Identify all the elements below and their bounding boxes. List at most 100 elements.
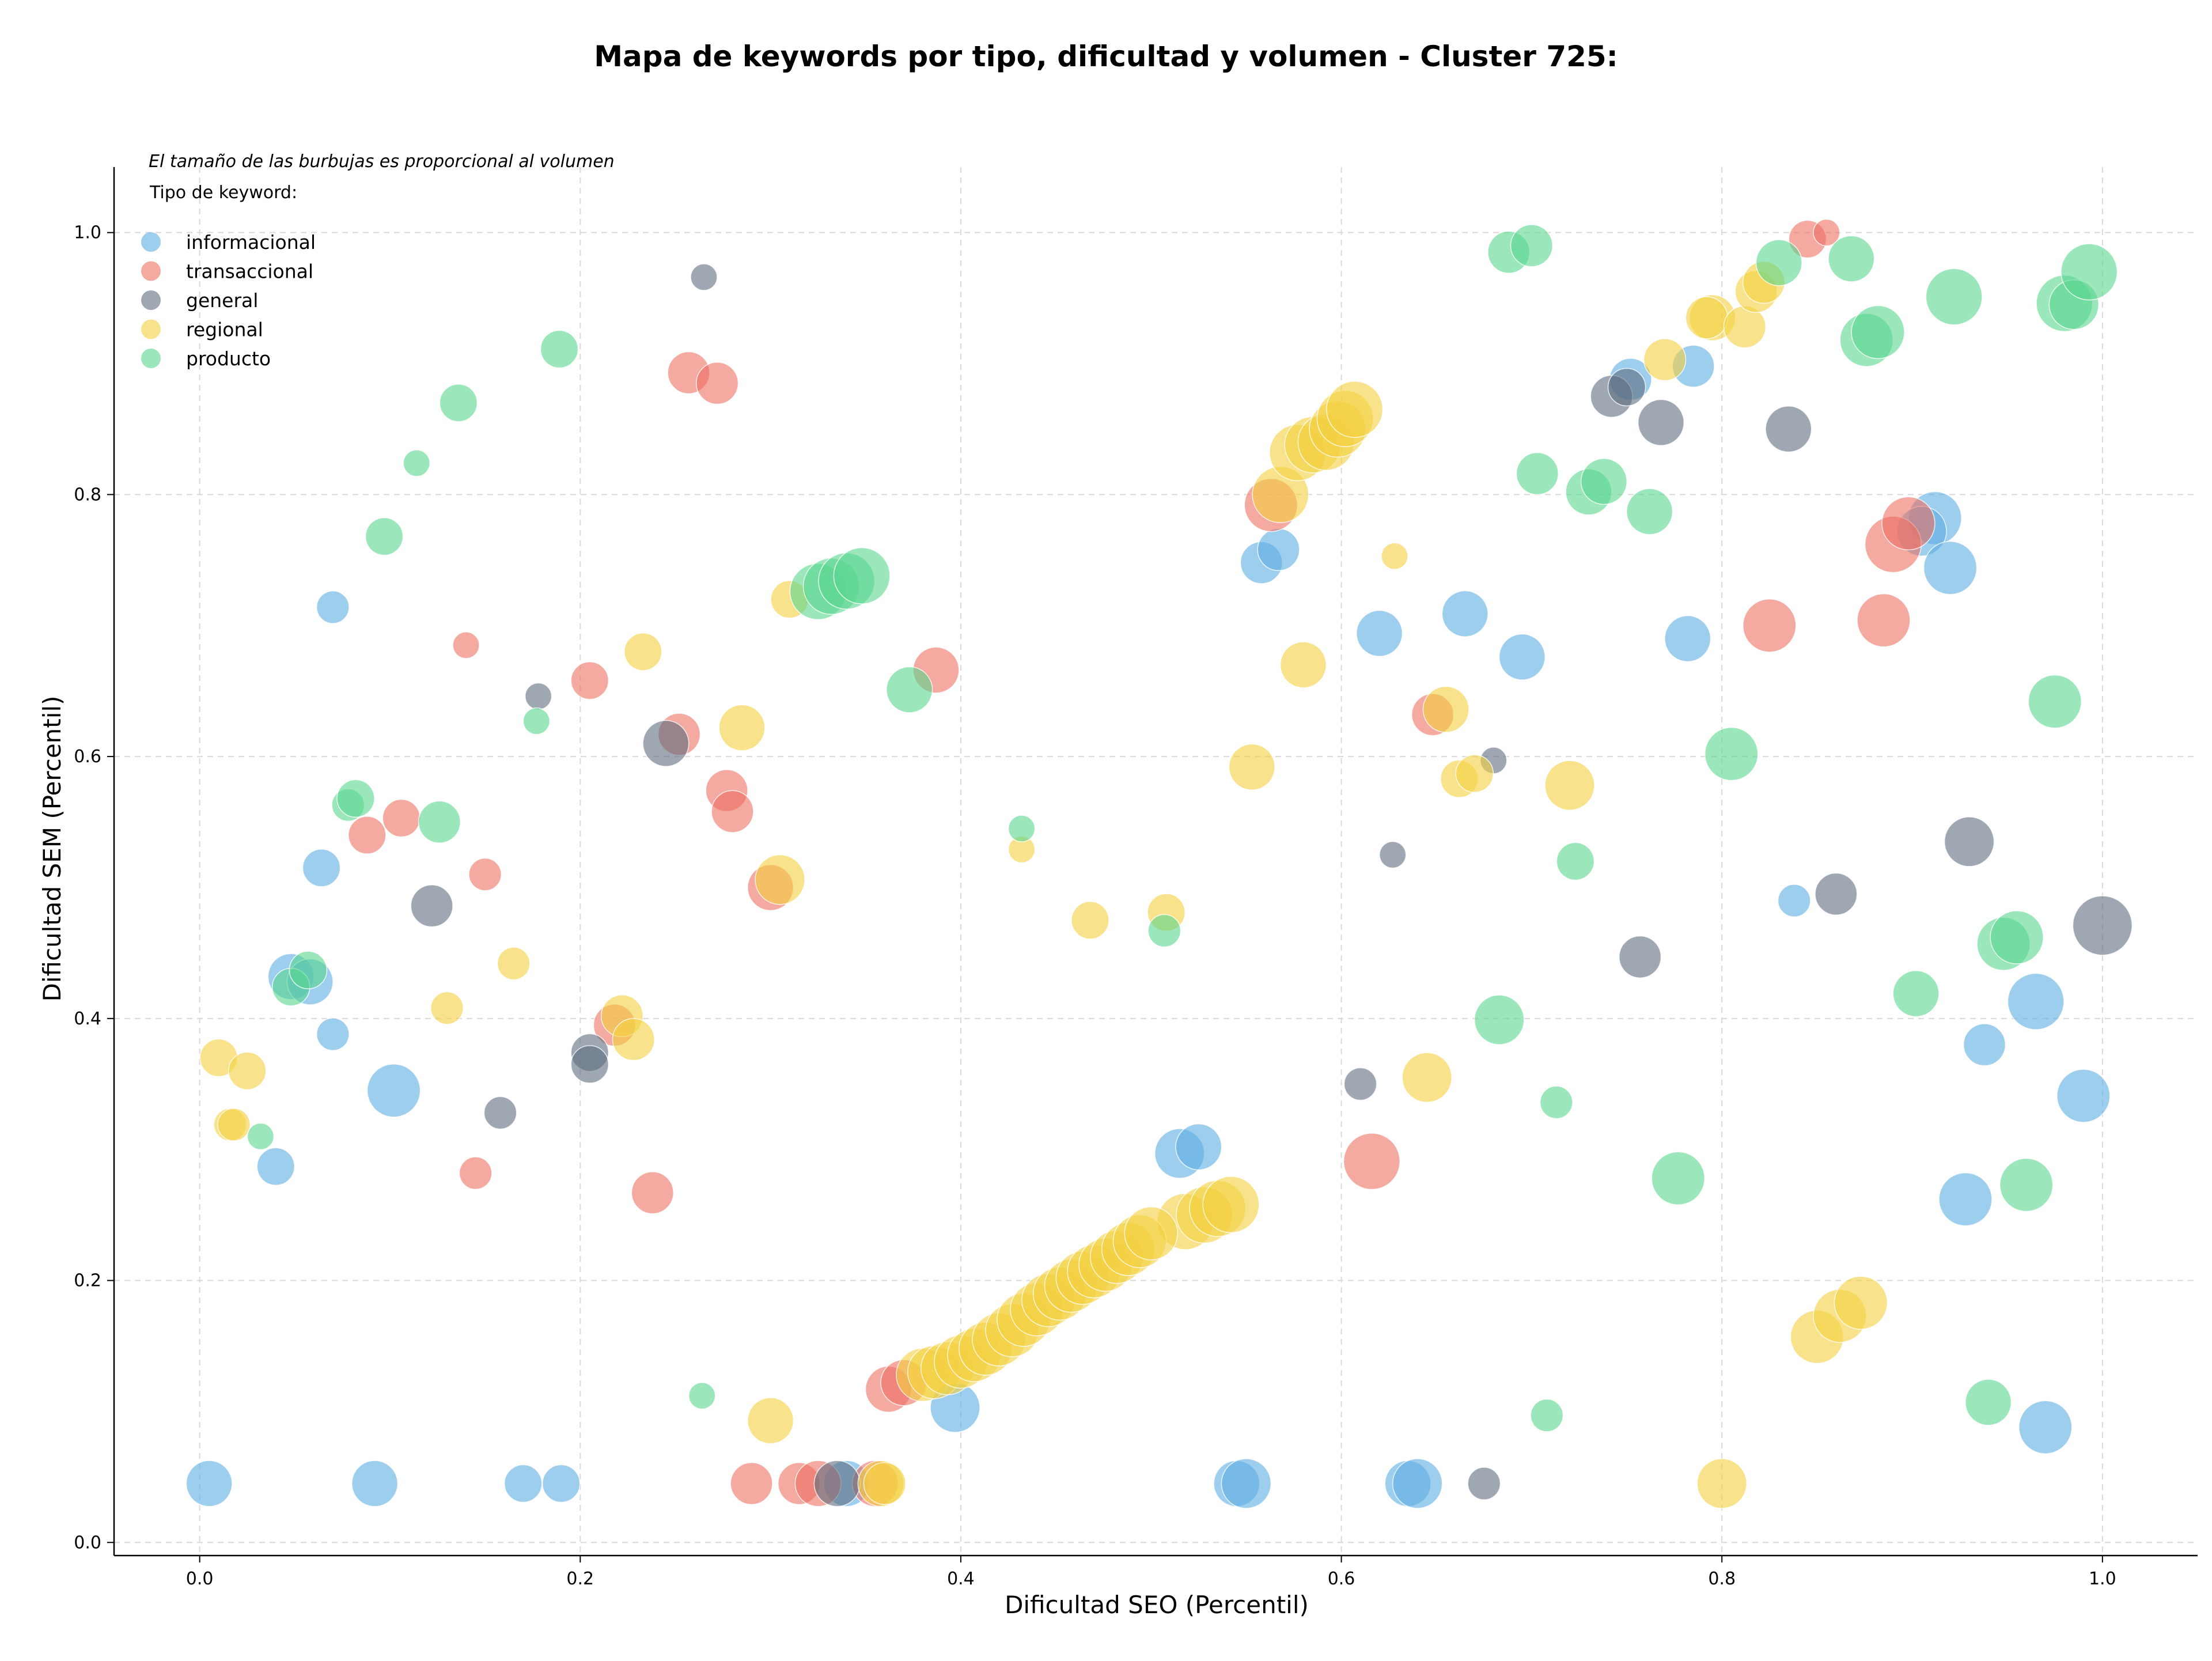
bubble-informacional-10: [366, 1064, 421, 1118]
bubble-general-8: [1343, 1067, 1377, 1101]
bubble-regional-46: [1202, 1176, 1260, 1234]
bubble-producto-27: [1580, 458, 1627, 505]
bubble-regional-42: [1326, 381, 1384, 438]
bubble-producto-25: [1556, 842, 1595, 881]
series-general: [410, 263, 2133, 1507]
bubble-informacional-18: [1175, 1123, 1222, 1171]
bubble-producto-40: [1999, 1157, 2054, 1212]
y-tick-label-4: 0.8: [74, 485, 101, 505]
bubble-producto-41: [2028, 674, 2082, 729]
bubble-informacional-33: [2056, 1069, 2111, 1123]
bubble-transaccional-1: [382, 799, 421, 838]
bubble-general-14: [1637, 399, 1685, 446]
series-transaccional: [348, 218, 1936, 1507]
bubble-informacional-4: [256, 1147, 296, 1186]
bubble-regional-14: [863, 1462, 906, 1505]
bubble-producto-24: [1539, 1085, 1573, 1119]
grid: [114, 167, 2198, 1556]
x-tick-label-3: 0.6: [1328, 1569, 1355, 1589]
bubble-informacional-30: [1777, 884, 1811, 918]
bubble-producto-0: [247, 1122, 275, 1151]
bubble-informacional-23: [1498, 633, 1546, 680]
bubble-producto-23: [1530, 1398, 1564, 1432]
legend-marker-regional: [141, 319, 161, 339]
bubble-informacional-32: [2007, 973, 2065, 1030]
bubble-producto-35: [1925, 268, 1983, 326]
bubble-regional-20: [1381, 542, 1408, 570]
legend-marker-producto: [141, 349, 161, 368]
chart-title: Mapa de keywords por tipo, dificultad y …: [594, 40, 1618, 73]
bubble-informacional-0: [185, 1460, 233, 1507]
bubble-producto-39: [1990, 910, 2044, 964]
bubble-informacional-8: [302, 849, 341, 887]
series-regional: [199, 260, 1888, 1509]
bubble-producto-22: [1516, 452, 1559, 495]
bubble-informacional-9: [316, 591, 350, 624]
bubble-transaccional-12: [711, 790, 754, 833]
bubble-informacional-16: [1392, 1458, 1443, 1509]
bubble-regional-25: [1544, 760, 1595, 811]
bubble-regional-9: [718, 704, 766, 751]
bubble-regional-28: [1685, 296, 1728, 339]
bubble-producto-37: [1965, 1379, 2012, 1426]
bubble-regional-35: [1834, 1276, 1888, 1330]
bubble-producto-2: [289, 951, 328, 989]
bubble-general-4: [570, 1045, 609, 1084]
bubble-informacional-34: [1938, 1172, 1993, 1227]
bubble-regional-18: [1228, 743, 1275, 790]
bubble-producto-32: [1828, 235, 1875, 282]
bubble-general-13: [1607, 368, 1646, 407]
bubble-regional-3: [217, 1108, 251, 1141]
bubble-regional-32: [1696, 1458, 1747, 1509]
x-tick-label-2: 0.4: [947, 1569, 975, 1589]
bubble-general-6: [690, 263, 718, 291]
bubble-general-11: [1467, 1467, 1501, 1500]
bubble-informacional-3: [541, 1464, 581, 1503]
bubble-informacional-35: [2018, 1400, 2073, 1454]
x-axis-label: Dificultad SEO (Percentil): [1005, 1591, 1309, 1619]
bubble-producto-8: [439, 383, 478, 422]
bubble-informacional-5: [316, 1017, 350, 1051]
bubble-transaccional-2: [468, 857, 502, 891]
bubble-general-0: [410, 884, 453, 928]
bubble-transaccional-15: [730, 1462, 773, 1505]
bubble-informacional-2: [503, 1464, 543, 1503]
y-tick-label-0: 0.0: [74, 1533, 101, 1553]
bubble-producto-16: [886, 666, 933, 713]
bubble-regional-1: [228, 1051, 267, 1091]
bubble-informacional-31: [1963, 1023, 2006, 1066]
bubble-layer: [185, 218, 2133, 1509]
bubble-producto-44: [2061, 243, 2118, 301]
x-tick-label-1: 0.2: [566, 1569, 594, 1589]
bubble-regional-4: [430, 991, 464, 1025]
bubble-general-16: [1619, 935, 1662, 979]
bubble-transaccional-10: [695, 362, 739, 405]
bubble-producto-31: [1755, 239, 1802, 286]
bubble-transaccional-25: [1857, 593, 1911, 648]
bubble-transaccional-24: [1743, 599, 1797, 653]
bubble-producto-5: [365, 517, 404, 556]
bubble-transaccional-27: [1881, 496, 1936, 551]
bubble-general-18: [1944, 816, 1995, 867]
bubble-regional-8: [624, 632, 662, 671]
bubble-producto-15: [833, 547, 891, 604]
bubble-informacional-22: [1441, 590, 1488, 637]
bubble-general-2: [524, 682, 552, 710]
bubble-producto-18: [1147, 914, 1181, 948]
bubble-informacional-1: [351, 1460, 399, 1507]
bubble-informacional-21: [1356, 610, 1403, 657]
bubble-producto-11: [688, 1382, 716, 1410]
bubble-producto-7: [418, 800, 461, 843]
bubble-informacional-14: [1221, 1458, 1272, 1509]
legend-title: Tipo de keyword:: [149, 183, 297, 203]
bubble-general-17: [1815, 872, 1858, 915]
bubble-regional-10: [747, 1397, 794, 1444]
bubble-general-5: [642, 720, 690, 767]
bubble-general-15: [1765, 406, 1812, 453]
legend-label-general: general: [186, 289, 258, 312]
bubble-transaccional-7: [631, 1171, 674, 1214]
series-producto: [247, 224, 2118, 1432]
bubble-producto-29: [1651, 1151, 1705, 1205]
y-axis-label: Dificultad SEM (Percentil): [38, 696, 66, 1002]
bubble-informacional-20: [1257, 528, 1300, 572]
